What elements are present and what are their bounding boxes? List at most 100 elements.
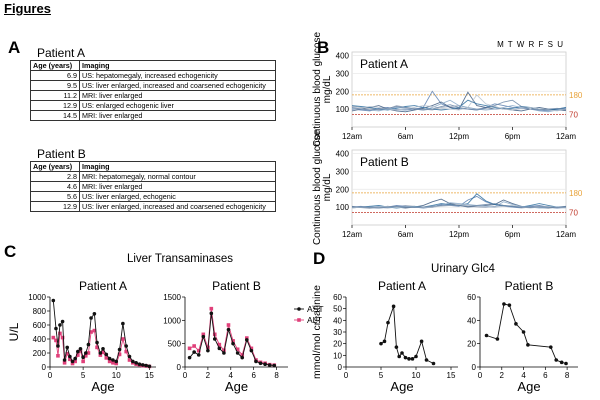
data-point-alt: [104, 356, 109, 360]
reference-label: 70: [569, 111, 578, 120]
x-tick-label: 4: [229, 371, 234, 380]
x-tick-label: 12am: [342, 132, 362, 141]
chart-title: Patient A: [360, 57, 408, 71]
y-tick-label: 0: [472, 363, 477, 372]
glc4-chart-b: 0 20 40 60 0 2 4 6 8 Patient B Age: [467, 279, 578, 394]
table-row: 14.5 MRI: liver enlarged: [30, 110, 276, 121]
data-point-glc4: [403, 355, 408, 360]
y-tick-label: 0: [177, 363, 182, 372]
cgm-chart-b: 100 200 300 400 180 70 12am 6am 12pm 6pm 12am Patie…: [312, 130, 583, 246]
series-line-ast: [189, 313, 275, 367]
data-point-alt: [68, 357, 72, 362]
x-tick-label: 15: [145, 371, 154, 380]
data-point-glc4: [386, 320, 390, 325]
data-point-alt: [65, 351, 70, 356]
y-axis-label-line: mg/dL: [322, 173, 333, 201]
y-tick-label: 300: [336, 167, 350, 176]
data-point-alt: [192, 344, 196, 348]
y-tick-label: 0: [338, 363, 343, 372]
x-tick-label: 5: [379, 371, 384, 380]
data-point-alt: [81, 359, 85, 364]
chart-title: Patient B: [360, 155, 409, 169]
data-point-alt: [209, 306, 214, 311]
y-tick-label: 500: [168, 340, 182, 349]
y-tick-label: 60: [467, 293, 476, 302]
day-legend: M T W R F S U: [497, 40, 564, 49]
y-tick-label: 200: [33, 349, 47, 358]
data-point-ast: [104, 352, 109, 357]
data-point-ast: [144, 363, 148, 368]
data-point-alt: [73, 359, 77, 364]
y-tick-label: 40: [333, 316, 342, 325]
data-point-alt: [245, 336, 249, 340]
data-point-glc4: [397, 354, 402, 359]
data-point-ast: [249, 348, 254, 353]
data-point-ast: [76, 349, 80, 354]
data-point-glc4: [382, 339, 387, 344]
data-point-alt: [51, 335, 56, 340]
y-tick-label: 20: [333, 340, 342, 349]
data-point-glc4: [400, 351, 404, 355]
data-point-alt: [76, 353, 80, 357]
series-line-glc4: [486, 303, 567, 364]
data-point-alt: [111, 361, 115, 365]
panel-label-a: A: [8, 38, 21, 57]
data-point-glc4: [431, 361, 436, 366]
x-tick-label: 4: [521, 371, 526, 380]
series-line-ast: [52, 300, 150, 367]
panel-label-c: C: [4, 242, 17, 261]
x-tick-label: 6am: [398, 230, 414, 239]
data-point-alt: [124, 349, 128, 354]
data-point-glc4: [414, 354, 418, 359]
data-point-glc4: [484, 333, 489, 338]
x-tick-label: 0: [344, 371, 349, 380]
glc4-chart-a: 0 10 20 30 40 50 60 0 5 10 15 Patient A Age mmol/mol …: [311, 263, 496, 394]
data-point-ast: [114, 359, 119, 364]
data-point-ast: [231, 341, 235, 346]
data-point-ast: [83, 351, 88, 355]
data-point-ast: [196, 353, 201, 357]
imaging-cell: US: liver enlarged, increased and coarse…: [79, 201, 276, 212]
data-point-glc4: [507, 303, 512, 307]
y-tick-label: 1500: [163, 293, 181, 302]
y-tick-label: 10: [333, 351, 342, 360]
data-point-alt: [89, 330, 93, 334]
data-point-ast: [201, 334, 206, 339]
data-point-ast: [117, 347, 122, 352]
data-point-ast: [147, 364, 152, 369]
data-point-glc4: [559, 360, 564, 365]
y-axis-label: U/L: [7, 322, 21, 341]
data-point-alt: [201, 332, 206, 337]
data-point-alt: [101, 350, 105, 355]
x-tick-label: 12pm: [449, 132, 469, 141]
data-point-ast: [254, 359, 258, 364]
data-point-alt: [217, 342, 222, 347]
data-point-glc4: [554, 358, 559, 362]
data-point-alt: [212, 332, 217, 337]
data-point-ast: [95, 340, 99, 345]
y-axis-label-line: Continuous blood glucose: [312, 130, 323, 246]
data-point-ast: [101, 347, 105, 351]
y-axis-label-line: Continuous blood glucose: [312, 32, 323, 148]
series-line-S: [351, 94, 567, 112]
y-axis-label-line: mg/dL: [322, 75, 333, 103]
y-tick-label: 60: [333, 293, 342, 302]
table-a-title: Patient A: [37, 46, 86, 60]
data-point-ast: [70, 359, 75, 364]
data-point-ast: [235, 351, 240, 355]
x-tick-label: 0: [48, 371, 53, 380]
x-tick-label: 6: [251, 371, 256, 380]
data-point-ast: [86, 342, 91, 347]
table-b-title: Patient B: [37, 147, 86, 161]
series-line-U: [351, 99, 567, 111]
y-tick-label: 50: [333, 305, 342, 314]
x-tick-label: 6: [543, 371, 548, 380]
series-line-glc4: [380, 306, 434, 364]
data-point-ast: [127, 354, 132, 359]
x-tick-label: 10: [112, 371, 121, 380]
x-tick-label: 12am: [342, 230, 362, 239]
data-point-glc4: [394, 345, 399, 349]
data-point-glc4: [391, 304, 396, 309]
data-point-ast: [206, 348, 210, 353]
